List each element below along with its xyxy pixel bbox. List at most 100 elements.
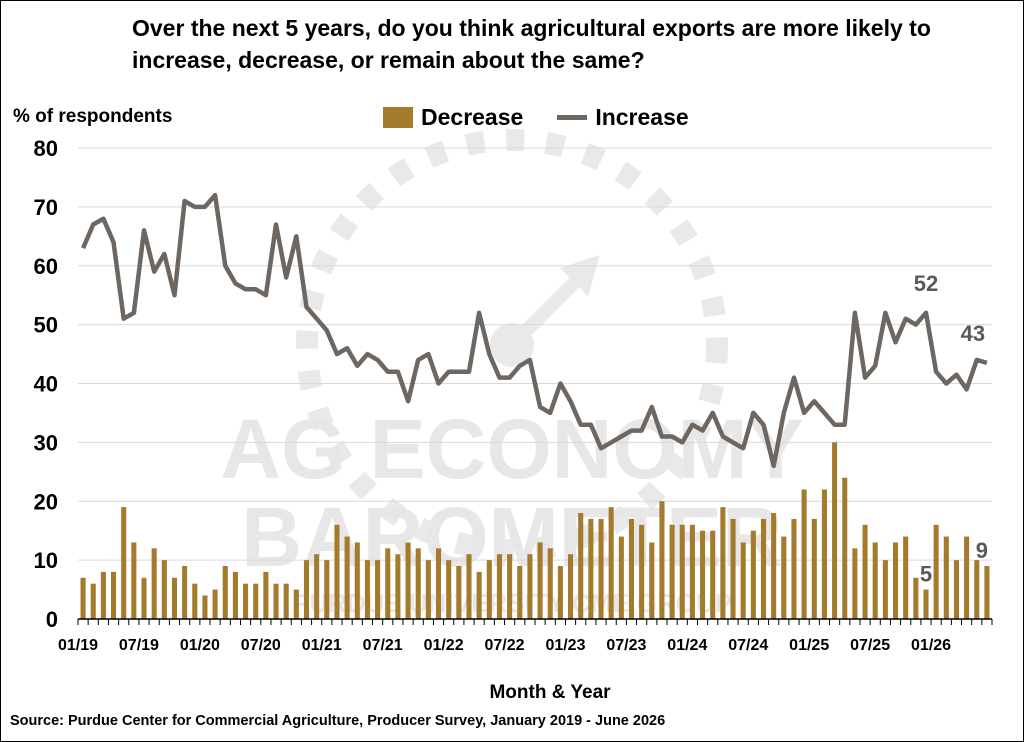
x-tick-label: 01/26 [911, 637, 951, 654]
decrease-bar [537, 542, 543, 619]
decrease-bar [964, 536, 970, 619]
decrease-bar [161, 560, 167, 619]
decrease-bar [801, 489, 807, 619]
decrease-bar [385, 548, 391, 619]
decrease-bar [263, 571, 269, 619]
watermark-needle [507, 267, 590, 350]
decrease-bar [639, 524, 645, 619]
x-tick-label: 07/21 [363, 637, 403, 654]
data-label-decrease: 5 [920, 562, 932, 587]
decrease-bar [151, 548, 157, 619]
source-note: Source: Purdue Center for Commercial Agr… [10, 713, 666, 729]
decrease-bar [700, 530, 706, 619]
x-tick-label: 07/25 [850, 637, 890, 654]
decrease-bar [293, 589, 299, 619]
decrease-bar [750, 530, 756, 619]
decrease-bar [435, 548, 442, 619]
x-tick-label: 01/21 [302, 637, 342, 654]
decrease-bar [568, 554, 574, 619]
decrease-bar [588, 518, 594, 619]
y-tick-label: 10 [34, 548, 58, 573]
decrease-bar [791, 518, 797, 619]
decrease-bar [141, 577, 147, 619]
decrease-bar [517, 566, 523, 619]
decrease-bar [933, 524, 939, 619]
axes: 0 10 20 30 40 50 60 70 80 01/19 07/19 01/20 07/20 01/… [34, 136, 993, 654]
decrease-bar [771, 513, 777, 619]
decrease-bar [354, 542, 360, 619]
legend-label-decrease: Decrease [421, 104, 524, 130]
decrease-bar [892, 542, 899, 619]
decrease-bar [507, 554, 513, 619]
decrease-bar [192, 583, 198, 619]
decrease-bars [80, 442, 990, 619]
decrease-bar [171, 577, 178, 619]
decrease-bar [578, 513, 584, 619]
decrease-bar [222, 566, 228, 619]
legend-swatch-increase [557, 115, 588, 120]
decrease-bar [243, 583, 249, 619]
y-tick-label: 20 [34, 489, 58, 514]
y-axis-label: % of respondents [13, 106, 173, 127]
x-tick-label: 01/19 [58, 637, 98, 654]
decrease-bar [90, 583, 96, 619]
data-labels: 52 43 5 9 [914, 271, 988, 587]
decrease-bar [842, 477, 848, 619]
decrease-bar [730, 518, 736, 619]
decrease-bar [80, 577, 86, 619]
x-tick-label: 07/19 [119, 637, 159, 654]
decrease-bar [689, 524, 695, 619]
y-tick-label: 40 [34, 372, 58, 397]
decrease-bar [415, 548, 421, 619]
x-tick-label: 01/22 [424, 637, 464, 654]
watermark-line1: AG ECONOMY [220, 402, 803, 496]
chart-title: Over the next 5 years, do you think agri… [132, 15, 931, 73]
data-label-increase: 52 [914, 271, 938, 296]
decrease-bar [953, 560, 959, 619]
watermark-dial [296, 129, 728, 561]
decrease-bar [608, 507, 614, 619]
decrease-bar [212, 589, 218, 619]
x-tick-label: 07/24 [728, 637, 768, 654]
decrease-bar [760, 518, 767, 619]
decrease-bar [283, 583, 289, 619]
decrease-bar [984, 566, 990, 619]
decrease-bar [334, 524, 340, 619]
decrease-bar [364, 560, 370, 619]
x-axis-label: Month & Year [489, 682, 611, 703]
decrease-bar [273, 583, 279, 619]
decrease-bar [923, 589, 929, 619]
decrease-bar [669, 524, 675, 619]
grid [78, 147, 992, 561]
y-tick-label: 30 [34, 430, 58, 455]
decrease-bar [598, 518, 604, 619]
decrease-bar [557, 566, 563, 619]
decrease-bar [405, 542, 411, 619]
legend-swatch-decrease [383, 107, 413, 128]
decrease-bar [913, 577, 919, 619]
decrease-bar [456, 566, 462, 619]
decrease-bar [872, 542, 878, 619]
data-label-increase: 43 [961, 321, 985, 346]
decrease-bar [710, 530, 716, 619]
increase-series-line [81, 192, 988, 469]
legend: Decrease Increase [383, 104, 689, 131]
decrease-bar [618, 536, 624, 619]
decrease-bar [131, 542, 137, 619]
watermark: AG ECONOMYBAROMETERPURDUE UNIVERSITY CME… [220, 129, 804, 618]
decrease-bar [253, 583, 259, 619]
decrease-bar [852, 548, 858, 619]
x-tick-label: 01/24 [667, 637, 707, 654]
legend-label-increase: Increase [595, 104, 689, 130]
decrease-bar [375, 560, 381, 619]
decrease-bar [324, 560, 330, 619]
decrease-bar [811, 518, 817, 619]
decrease-bar [232, 571, 238, 619]
decrease-bar [659, 501, 665, 619]
data-label-decrease: 9 [976, 538, 988, 563]
decrease-bar [679, 524, 685, 619]
decrease-bar [974, 560, 980, 619]
decrease-bar [303, 560, 310, 619]
x-tick-label: 07/22 [485, 637, 525, 654]
